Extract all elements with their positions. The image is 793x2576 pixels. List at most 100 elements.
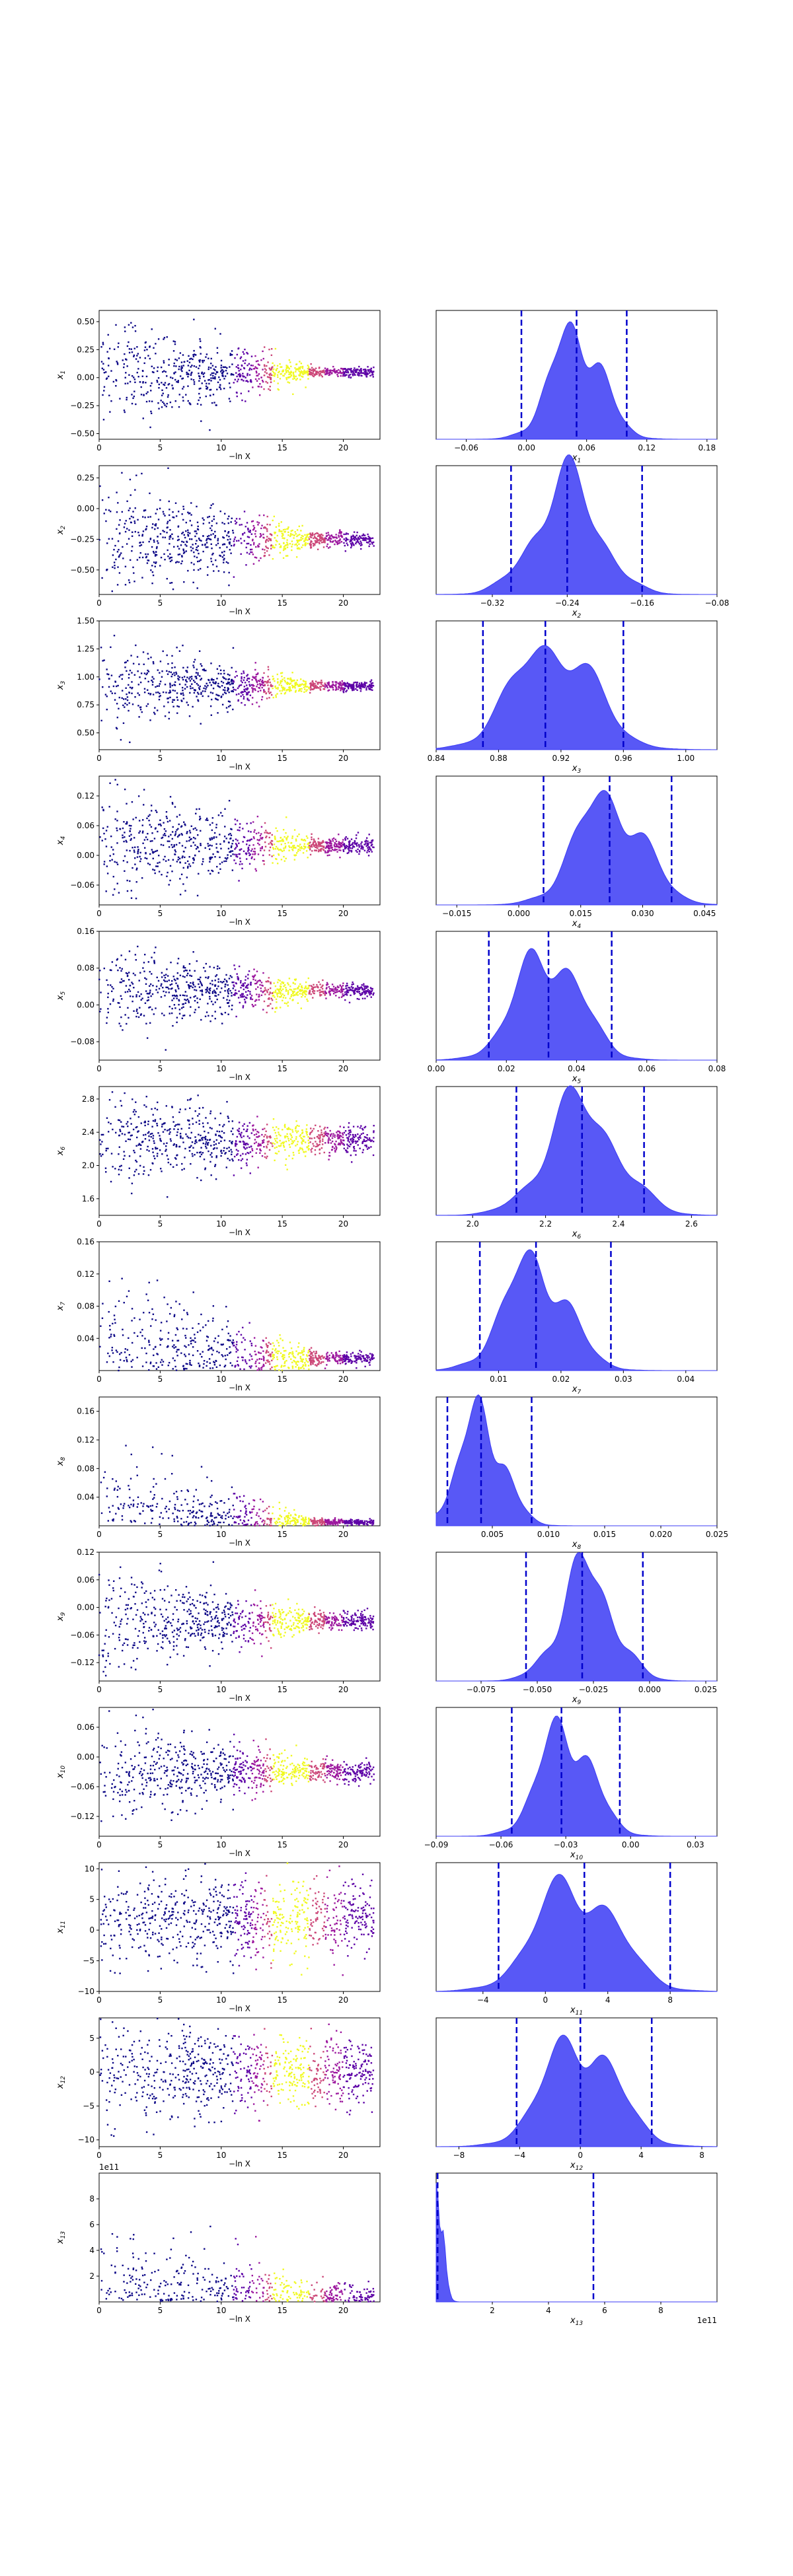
trace-point bbox=[235, 372, 237, 374]
trace-point bbox=[287, 841, 289, 843]
trace-point bbox=[133, 674, 136, 676]
trace-point bbox=[285, 832, 287, 834]
trace-point bbox=[259, 984, 261, 986]
trace-point bbox=[128, 351, 131, 354]
trace-point bbox=[235, 823, 237, 826]
trace-point bbox=[191, 678, 193, 680]
trace-point bbox=[266, 1135, 268, 1137]
trace-point bbox=[134, 863, 136, 865]
trace-point bbox=[305, 986, 307, 989]
trace-point bbox=[362, 539, 364, 541]
trace-point bbox=[334, 539, 336, 542]
trace-point bbox=[296, 368, 298, 371]
trace-point bbox=[241, 378, 243, 381]
trace-point bbox=[170, 556, 172, 559]
trace-point bbox=[367, 847, 369, 849]
trace-point bbox=[134, 507, 136, 509]
trace-point bbox=[313, 840, 315, 841]
trace-point bbox=[182, 975, 184, 978]
trace-point bbox=[214, 376, 216, 378]
trace-point bbox=[241, 672, 243, 675]
trace-point bbox=[147, 996, 149, 999]
trace-point bbox=[223, 554, 225, 556]
trace-point bbox=[363, 534, 365, 536]
trace-point bbox=[151, 676, 153, 678]
trace-point bbox=[350, 838, 353, 840]
trace-point bbox=[198, 1006, 200, 1009]
trace-point bbox=[346, 542, 348, 544]
trace-point bbox=[297, 991, 299, 993]
trace-point bbox=[237, 829, 239, 831]
trace-point bbox=[339, 687, 341, 689]
trace-point bbox=[240, 680, 243, 682]
trace-point bbox=[126, 1022, 128, 1025]
trace-points bbox=[100, 318, 375, 431]
trace-point bbox=[291, 684, 293, 687]
trace-point bbox=[213, 570, 215, 572]
trace-point bbox=[354, 367, 356, 369]
trace-point bbox=[182, 698, 185, 699]
trace-point bbox=[309, 847, 311, 849]
trace-point bbox=[208, 534, 210, 537]
trace-point bbox=[159, 661, 162, 662]
trace-point bbox=[171, 377, 174, 379]
trace-point bbox=[217, 685, 219, 687]
trace-point bbox=[320, 991, 322, 993]
trace-point bbox=[215, 694, 217, 696]
trace-point bbox=[344, 839, 347, 841]
x-tick-label: 15 bbox=[278, 443, 287, 452]
trace-point bbox=[311, 534, 314, 536]
trace-point bbox=[268, 849, 270, 851]
trace-point bbox=[329, 540, 332, 543]
trace-point bbox=[317, 841, 319, 843]
trace-point bbox=[124, 584, 127, 586]
trace-point bbox=[314, 1149, 317, 1151]
trace-point bbox=[151, 993, 154, 995]
trace-point bbox=[128, 324, 130, 326]
trace-point bbox=[184, 544, 186, 546]
trace-point bbox=[263, 1000, 266, 1003]
trace-point bbox=[145, 556, 147, 559]
trace-point bbox=[144, 1002, 147, 1004]
trace-point bbox=[114, 692, 116, 694]
trace-point bbox=[260, 987, 262, 989]
trace-point bbox=[329, 535, 331, 537]
trace-point bbox=[288, 690, 291, 692]
trace-point bbox=[330, 843, 332, 845]
trace-point bbox=[173, 684, 175, 686]
trace-point bbox=[192, 862, 194, 864]
trace-point bbox=[176, 561, 178, 563]
trace-point bbox=[299, 993, 301, 995]
trace-point bbox=[307, 837, 309, 839]
trace-point bbox=[338, 847, 340, 849]
trace-point bbox=[208, 845, 209, 847]
x-tick-label: 0.92 bbox=[552, 754, 570, 763]
trace-point bbox=[326, 987, 328, 989]
trace-point bbox=[141, 516, 144, 518]
trace-point bbox=[126, 660, 129, 662]
x-tick-label: 0.030 bbox=[631, 909, 654, 918]
trace-point bbox=[361, 375, 363, 377]
trace-point bbox=[303, 684, 305, 686]
trace-point bbox=[346, 371, 348, 374]
trace-point bbox=[187, 400, 189, 402]
trace-point bbox=[289, 534, 292, 536]
trace-point bbox=[174, 851, 177, 853]
trace-point bbox=[196, 829, 198, 831]
trace-point bbox=[340, 373, 342, 375]
trace-point bbox=[356, 370, 358, 372]
trace-point bbox=[240, 392, 243, 394]
trace-point bbox=[242, 983, 245, 985]
trace-point bbox=[246, 987, 248, 989]
trace-point bbox=[137, 376, 139, 378]
trace-point bbox=[180, 369, 182, 371]
trace-point bbox=[258, 843, 260, 846]
trace-point bbox=[347, 683, 349, 685]
trace-point bbox=[154, 554, 157, 555]
trace-point bbox=[212, 681, 214, 683]
trace-point bbox=[234, 968, 236, 970]
trace-point bbox=[114, 544, 116, 547]
trace-point bbox=[315, 846, 317, 848]
trace-point bbox=[307, 371, 309, 373]
trace-point bbox=[133, 581, 135, 583]
